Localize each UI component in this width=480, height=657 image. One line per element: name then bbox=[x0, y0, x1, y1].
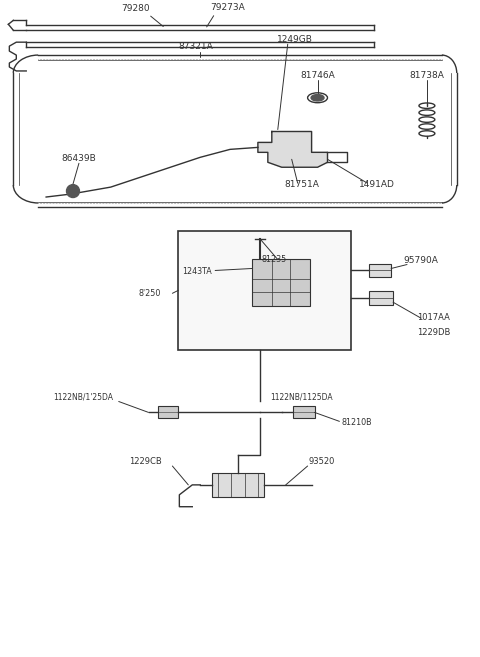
Text: 1017AA: 1017AA bbox=[418, 313, 450, 322]
Text: 1122NB/1125DA: 1122NB/1125DA bbox=[270, 392, 333, 401]
Text: 1229CB: 1229CB bbox=[129, 457, 162, 466]
Bar bbox=[252, 259, 310, 306]
Text: 81746A: 81746A bbox=[300, 71, 335, 80]
Circle shape bbox=[67, 185, 79, 198]
Text: 1491AD: 1491AD bbox=[359, 180, 395, 189]
Ellipse shape bbox=[311, 95, 324, 101]
Text: 93520: 93520 bbox=[308, 457, 335, 466]
Text: 81210B: 81210B bbox=[341, 419, 372, 427]
Bar bbox=[212, 473, 264, 497]
Polygon shape bbox=[258, 131, 327, 168]
Text: 1243TA: 1243TA bbox=[182, 267, 212, 277]
Text: 79273A: 79273A bbox=[211, 3, 245, 12]
Text: 8'250: 8'250 bbox=[139, 289, 161, 298]
Text: 79280: 79280 bbox=[121, 5, 150, 13]
Text: 81738A: 81738A bbox=[409, 71, 444, 80]
Text: 81751A: 81751A bbox=[284, 180, 319, 189]
Bar bbox=[293, 407, 314, 419]
Text: 1229DB: 1229DB bbox=[417, 328, 451, 337]
Text: 81235: 81235 bbox=[262, 254, 287, 263]
Text: 1122NB/1'25DA: 1122NB/1'25DA bbox=[53, 392, 113, 401]
Text: 87321A: 87321A bbox=[178, 42, 213, 51]
Text: 86439B: 86439B bbox=[61, 154, 96, 164]
Bar bbox=[369, 291, 393, 306]
Text: 95790A: 95790A bbox=[404, 256, 438, 265]
Bar bbox=[179, 231, 351, 350]
Text: 1249GB: 1249GB bbox=[277, 35, 312, 44]
Bar bbox=[158, 407, 179, 419]
Bar bbox=[369, 263, 391, 277]
